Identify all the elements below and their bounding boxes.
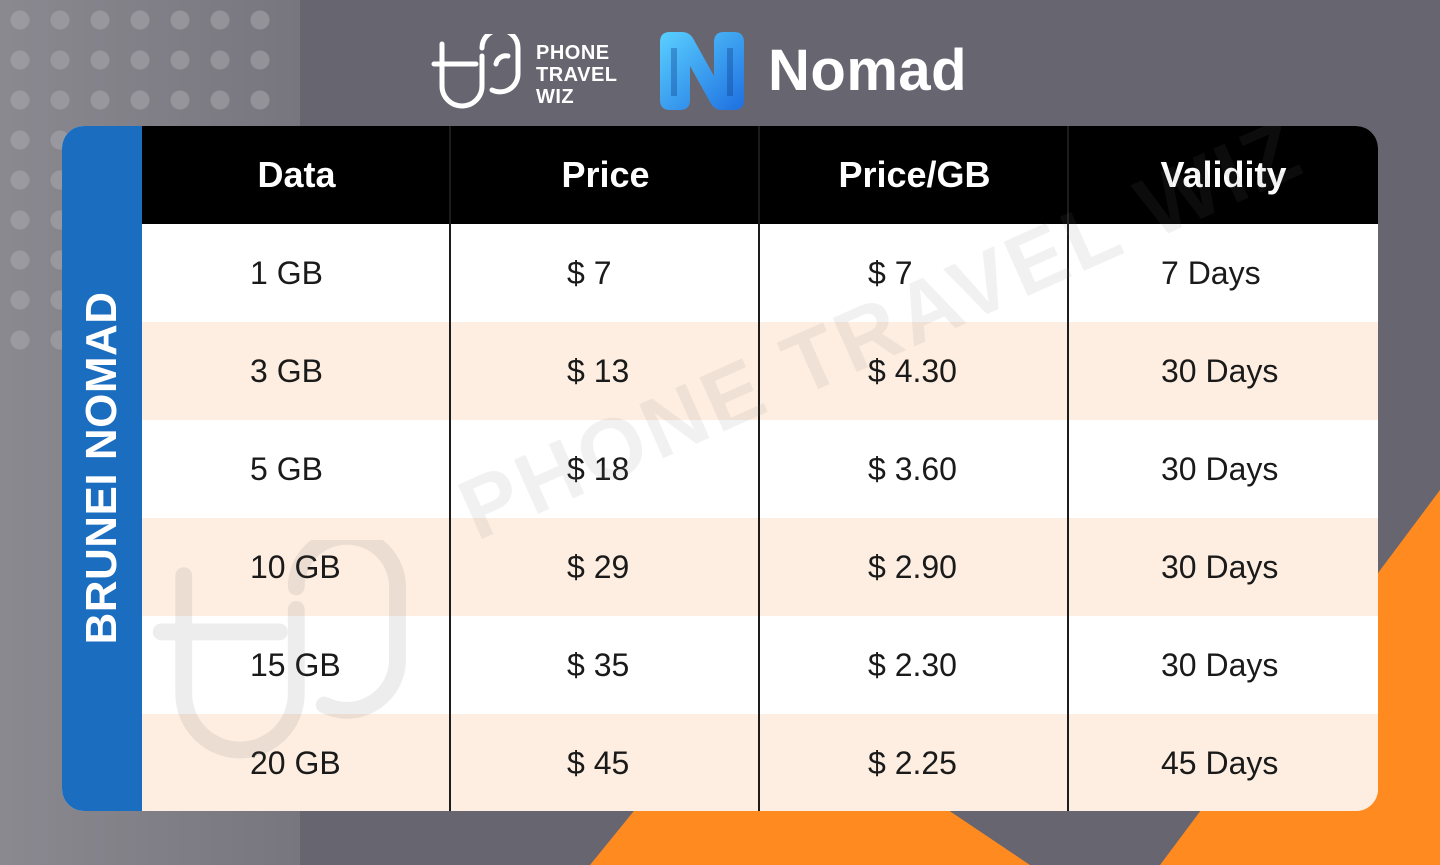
ptw-wordmark: PHONE TRAVEL WIZ (536, 42, 618, 108)
cell-data: 20 GB (250, 744, 341, 781)
ptw-line-3: WIZ (536, 86, 575, 108)
cell-validity: 30 Days (1161, 548, 1279, 585)
column-divider (449, 126, 451, 811)
table-row: 5 GB $ 18 $ 3.60 30 Days (142, 420, 1378, 518)
nomad-logo-icon (660, 32, 744, 110)
cell-price-per-gb: $ 2.25 (868, 744, 957, 781)
header: PHONE TRAVEL WIZ Nomad (0, 28, 1440, 120)
provider-name: Nomad (768, 38, 968, 103)
cell-price: $ 18 (567, 450, 630, 487)
cell-data: 15 GB (250, 646, 341, 683)
table-header: Data Price Price/GB Validity (142, 126, 1378, 224)
table-row: 20 GB $ 45 $ 2.25 45 Days (142, 714, 1378, 811)
cell-data: 3 GB (250, 352, 323, 389)
ptw-logo-icon (431, 34, 521, 109)
column-divider (758, 126, 760, 811)
pricing-card: BRUNEI NOMAD Data Price Price/GB Validit… (62, 126, 1378, 811)
cell-price: $ 7 (567, 254, 612, 291)
cell-price-per-gb: $ 3.60 (868, 450, 957, 487)
cell-validity: 30 Days (1161, 450, 1279, 487)
header-price-per-gb: Price/GB (838, 154, 991, 195)
cell-price: $ 35 (567, 646, 630, 683)
column-divider (1067, 126, 1069, 811)
header-validity: Validity (1160, 154, 1287, 195)
cell-price: $ 45 (567, 744, 630, 781)
watermark-logo-icon (152, 540, 406, 759)
header-data: Data (257, 154, 336, 195)
cell-price-per-gb: $ 2.30 (868, 646, 957, 683)
cell-validity: 7 Days (1161, 254, 1261, 291)
cell-price: $ 29 (567, 548, 630, 585)
header-price: Price (561, 154, 650, 195)
table-row: 3 GB $ 13 $ 4.30 30 Days (142, 322, 1378, 420)
cell-data: 5 GB (250, 450, 323, 487)
cell-data: 1 GB (250, 254, 323, 291)
cell-price: $ 13 (567, 352, 630, 389)
table-row: 10 GB $ 29 $ 2.90 30 Days (142, 518, 1378, 616)
table-row: 15 GB $ 35 $ 2.30 30 Days (142, 616, 1378, 714)
sidebar: BRUNEI NOMAD (62, 126, 142, 811)
cell-price-per-gb: $ 7 (868, 254, 913, 291)
cell-price-per-gb: $ 4.30 (868, 352, 957, 389)
cell-validity: 30 Days (1161, 646, 1279, 683)
cell-validity: 45 Days (1161, 744, 1279, 781)
table-row: 1 GB $ 7 $ 7 7 Days (142, 224, 1378, 322)
ptw-line-1: PHONE (536, 42, 610, 64)
cell-data: 10 GB (250, 548, 341, 585)
cell-price-per-gb: $ 2.90 (868, 548, 957, 585)
ptw-line-2: TRAVEL (536, 64, 618, 86)
cell-validity: 30 Days (1161, 352, 1279, 389)
sidebar-label: BRUNEI NOMAD (77, 291, 126, 645)
